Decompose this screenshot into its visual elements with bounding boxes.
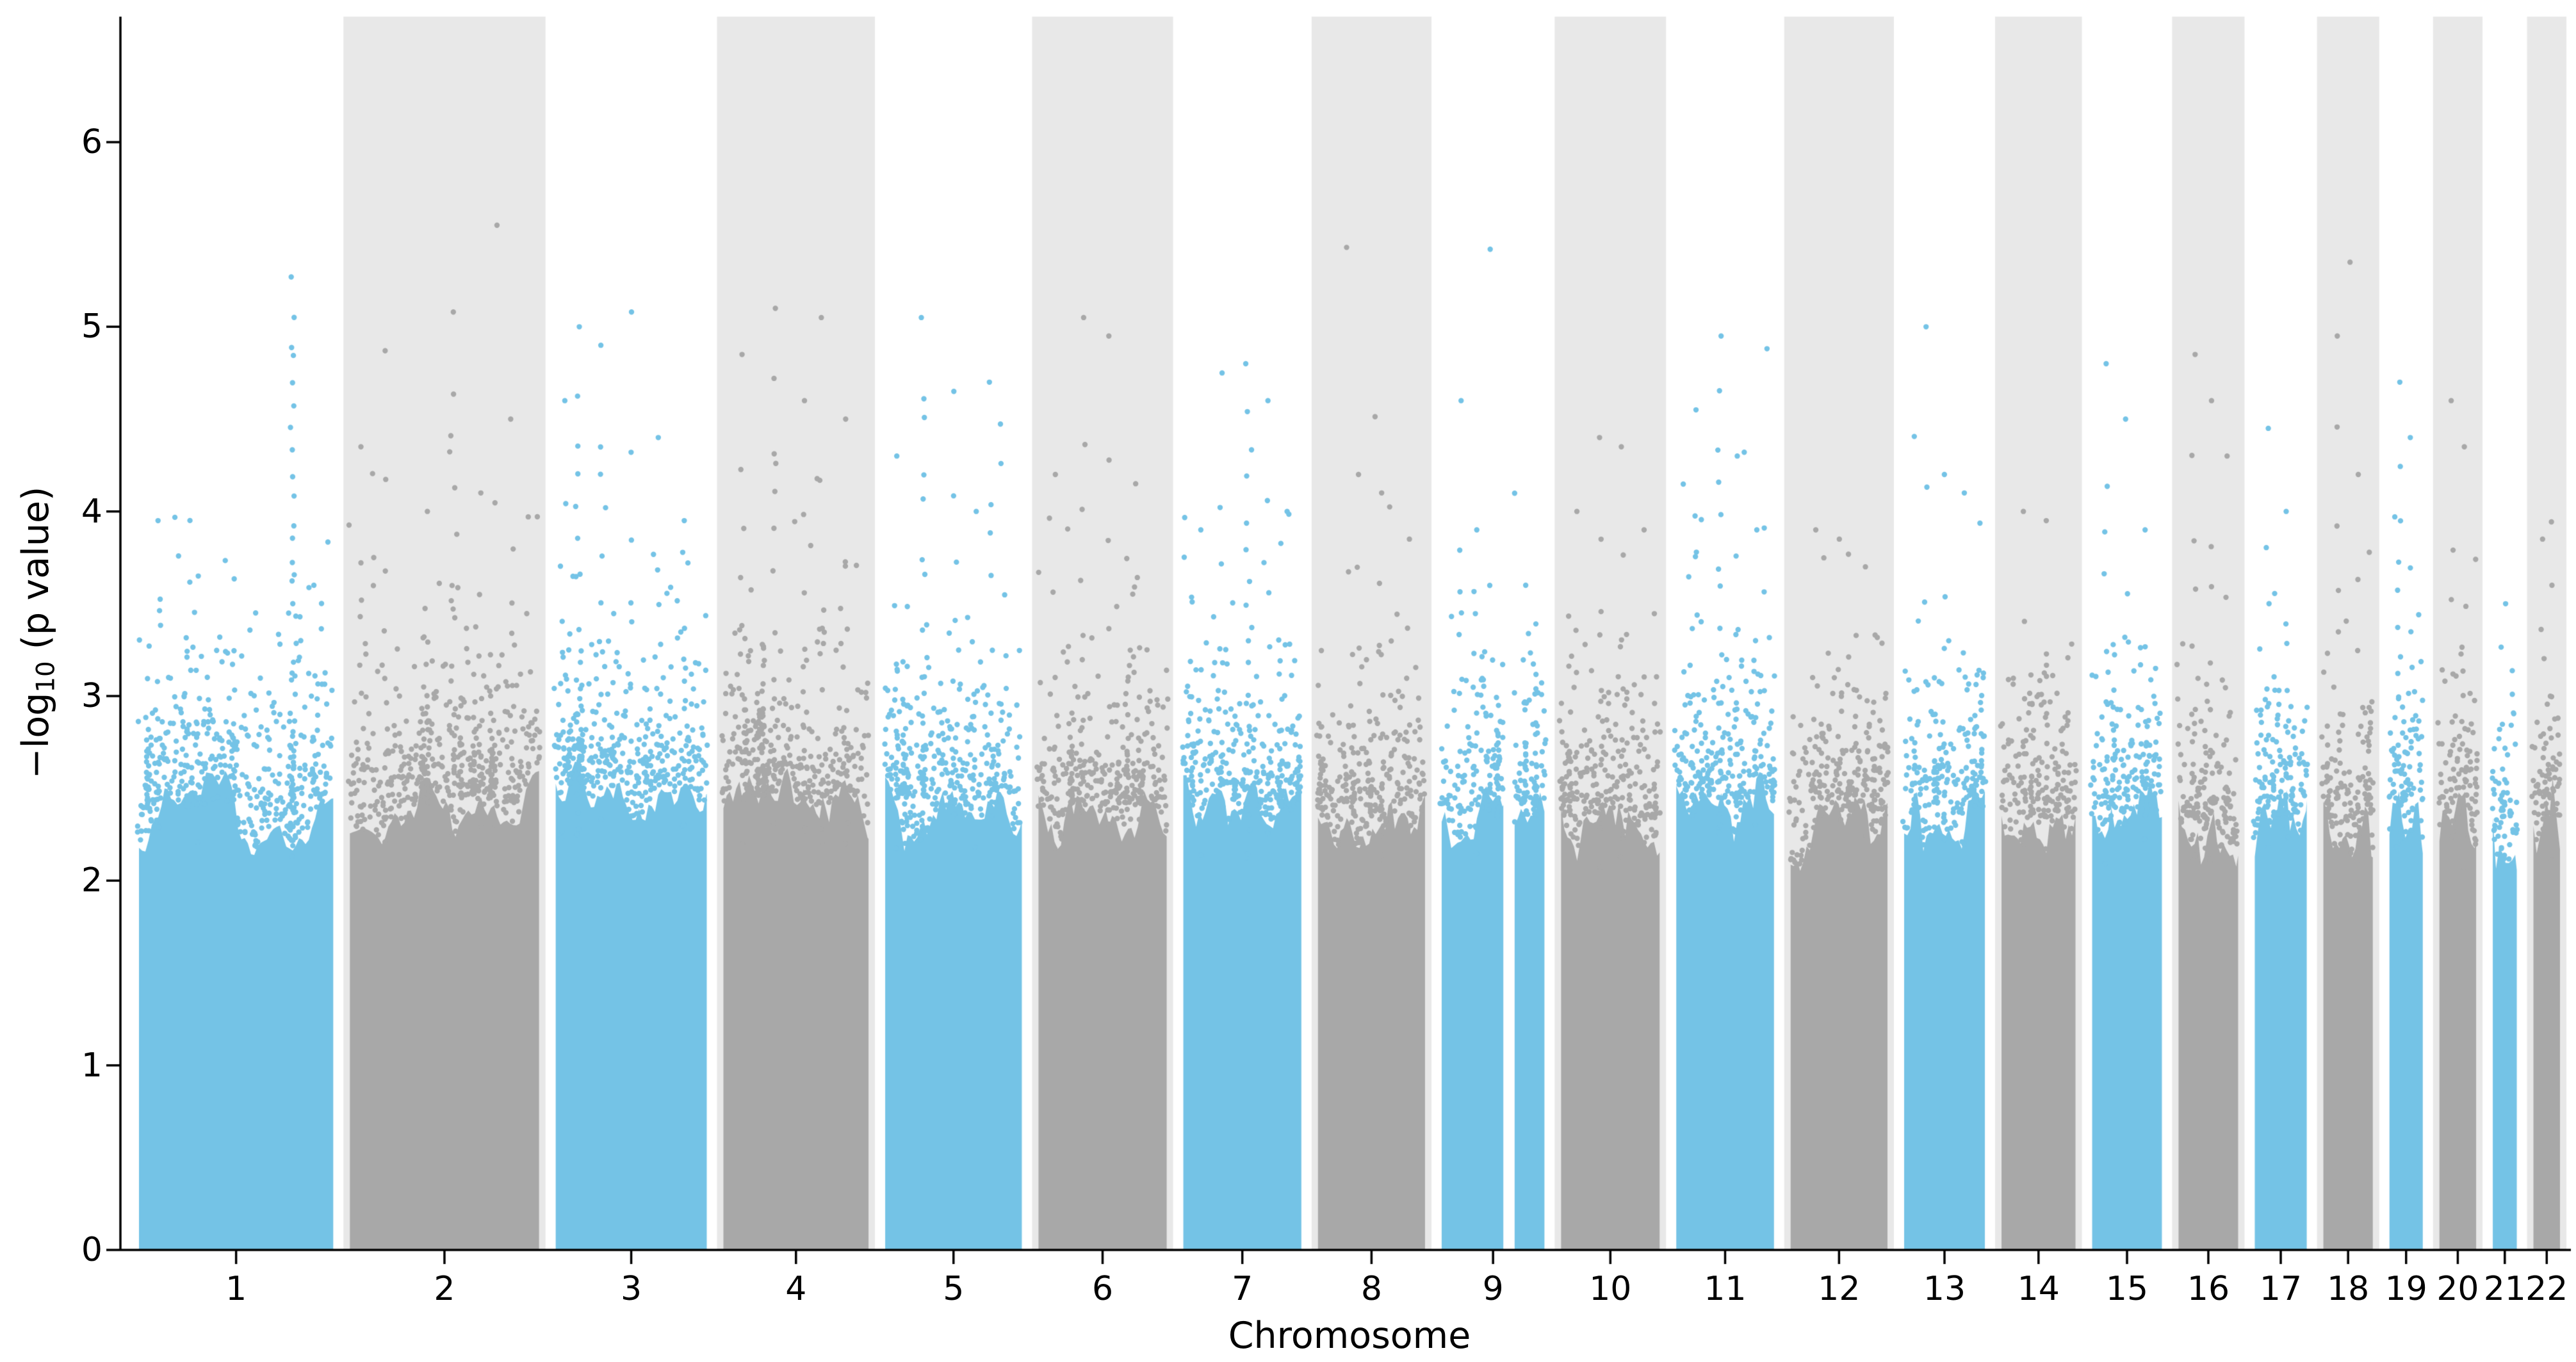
y-axis-label: −log10 (p value)	[15, 345, 61, 921]
y-tick-label: 1	[81, 1046, 102, 1085]
y-tick-label: 4	[81, 492, 102, 531]
y-tick-label: 5	[81, 307, 102, 346]
x-tick-label: 17	[2259, 1270, 2303, 1308]
x-tick-label: 6	[1091, 1270, 1114, 1308]
x-tick-label: 9	[1482, 1270, 1504, 1308]
x-tick-label: 19	[2384, 1270, 2427, 1308]
y-tick-label: 0	[81, 1231, 102, 1269]
x-tick-label: 7	[1232, 1270, 1253, 1308]
y-tick-label: 3	[81, 677, 102, 715]
x-tick-label: 15	[2105, 1270, 2149, 1308]
x-tick-label: 16	[2187, 1270, 2230, 1308]
x-tick-label: 21	[2483, 1270, 2526, 1308]
x-tick-label: 8	[1360, 1270, 1382, 1308]
x-tick-label: 3	[621, 1270, 642, 1308]
y-tick-label: 6	[81, 123, 102, 161]
x-axis-label: Chromosome	[1228, 1315, 1471, 1357]
x-tick-label: 20	[2436, 1270, 2479, 1308]
x-tick-label: 5	[943, 1270, 965, 1308]
x-tick-label: 10	[1589, 1270, 1632, 1308]
x-tick-label: 2	[434, 1270, 455, 1308]
x-tick-label: 13	[1923, 1270, 1966, 1308]
x-tick-label: 18	[2327, 1270, 2370, 1308]
x-tick-label: 12	[1818, 1270, 1861, 1308]
y-tick-label: 2	[81, 861, 102, 900]
x-tick-label: 4	[785, 1270, 807, 1308]
x-tick-label: 1	[225, 1270, 247, 1308]
x-tick-label: 14	[2017, 1270, 2060, 1308]
x-tick-label: 11	[1704, 1270, 1747, 1308]
x-tick-label: 22	[2525, 1270, 2568, 1308]
